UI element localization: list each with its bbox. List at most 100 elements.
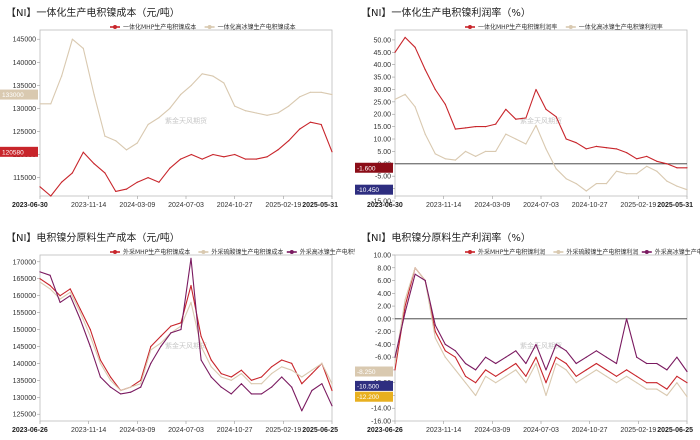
series-line-1 [40, 38, 333, 151]
data-point-1 [240, 373, 242, 375]
data-point-2 [200, 359, 202, 361]
series-line-0 [39, 121, 333, 197]
chart-title: 【NI】一体化生产电积镍成本（元/吨） [6, 8, 180, 19]
data-point-0 [495, 123, 497, 125]
x-tick-label: 2024-10-27 [217, 427, 253, 434]
data-point-2 [260, 393, 263, 395]
data-point-0 [250, 379, 252, 381]
data-point-1 [626, 173, 628, 175]
data-point-0 [160, 335, 162, 337]
panel-ni-integrated-margin: 【NI】一体化生产电积镍利润率（%） -15.00-10.00-5.000.00… [355, 0, 700, 215]
data-point-0 [93, 163, 95, 165]
data-point-0 [190, 284, 192, 287]
data-point-0 [39, 278, 41, 280]
y-tick-label: 0.00 [377, 316, 391, 323]
data-point-0 [277, 149, 279, 151]
data-point-1 [50, 103, 52, 105]
data-point-1 [311, 369, 313, 371]
data-point-0 [555, 116, 557, 118]
y-tick-label: 30.00 [373, 87, 391, 94]
data-point-0 [485, 369, 487, 371]
x-tick-label: 2023-11-14 [426, 202, 461, 209]
data-point-1 [71, 38, 73, 40]
data-point-1 [321, 362, 323, 364]
data-point-0 [666, 163, 668, 165]
data-point-1 [615, 382, 618, 384]
x-tick-label: 2023-11-14 [71, 427, 106, 434]
data-point-0 [475, 382, 477, 384]
y-tick-label: 8.00 [377, 265, 391, 272]
x-tick-label: 2024-10-27 [217, 202, 253, 209]
data-point-0 [626, 369, 628, 371]
x-tick-label: 2024-10-27 [572, 427, 608, 434]
data-point-0 [266, 156, 268, 158]
data-point-2 [515, 350, 517, 352]
data-point-2 [79, 318, 81, 320]
data-point-0 [676, 375, 678, 377]
data-point-1 [615, 170, 618, 172]
data-point-0 [234, 153, 236, 156]
data-point-1 [301, 376, 303, 378]
data-point-1 [331, 383, 333, 385]
value-badge-label: -12.200 [357, 394, 379, 401]
data-point-0 [69, 288, 71, 290]
data-point-0 [170, 325, 172, 327]
data-point-1 [404, 299, 406, 301]
data-point-2 [69, 295, 71, 297]
data-point-0 [59, 295, 61, 297]
x-tick-label: 2024-07-03 [523, 202, 559, 209]
data-point-0 [200, 335, 202, 337]
y-tick-label: 10.00 [373, 137, 391, 144]
data-point-0 [309, 121, 311, 123]
value-badge [355, 184, 393, 195]
data-point-1 [39, 281, 41, 283]
y-tick-label: -6.00 [375, 355, 391, 362]
data-point-0 [244, 158, 247, 160]
y-tick-label: 150000 [13, 327, 36, 334]
data-point-1 [485, 150, 487, 152]
data-point-0 [291, 362, 293, 364]
data-point-0 [394, 369, 396, 371]
data-point-1 [444, 356, 446, 358]
data-point-1 [281, 366, 283, 368]
value-badge [355, 391, 393, 402]
data-point-2 [565, 350, 567, 352]
data-point-0 [505, 108, 507, 110]
data-point-2 [434, 324, 436, 326]
data-point-2 [291, 386, 293, 388]
data-point-0 [545, 382, 547, 384]
data-point-0 [158, 181, 160, 183]
data-point-2 [210, 376, 212, 378]
data-point-1 [309, 91, 311, 93]
data-point-0 [495, 375, 497, 377]
data-point-2 [464, 362, 467, 365]
data-point-2 [666, 369, 668, 371]
data-point-1 [414, 106, 416, 108]
data-point-1 [495, 150, 497, 152]
data-point-1 [475, 394, 477, 397]
data-point-1 [535, 362, 537, 365]
data-point-2 [150, 362, 152, 364]
data-point-1 [130, 386, 132, 388]
data-point-0 [676, 167, 678, 169]
data-point-1 [250, 383, 252, 385]
value-badge [0, 146, 38, 157]
data-point-0 [636, 375, 638, 377]
data-point-0 [82, 151, 84, 153]
data-point-2 [495, 362, 497, 365]
data-point-2 [535, 343, 537, 345]
data-point-0 [79, 308, 81, 310]
data-point-1 [646, 388, 648, 390]
y-tick-label: 20.00 [373, 112, 391, 119]
data-point-1 [575, 382, 577, 384]
data-point-0 [434, 88, 436, 91]
data-point-1 [545, 394, 547, 397]
data-point-2 [605, 356, 607, 358]
value-badge-label: -1.600 [357, 165, 376, 172]
data-point-1 [394, 98, 396, 100]
data-point-1 [39, 103, 41, 105]
y-tick-label: -15.00 [371, 198, 391, 205]
data-point-1 [464, 150, 467, 152]
data-point-0 [464, 127, 467, 129]
data-point-1 [109, 379, 112, 381]
